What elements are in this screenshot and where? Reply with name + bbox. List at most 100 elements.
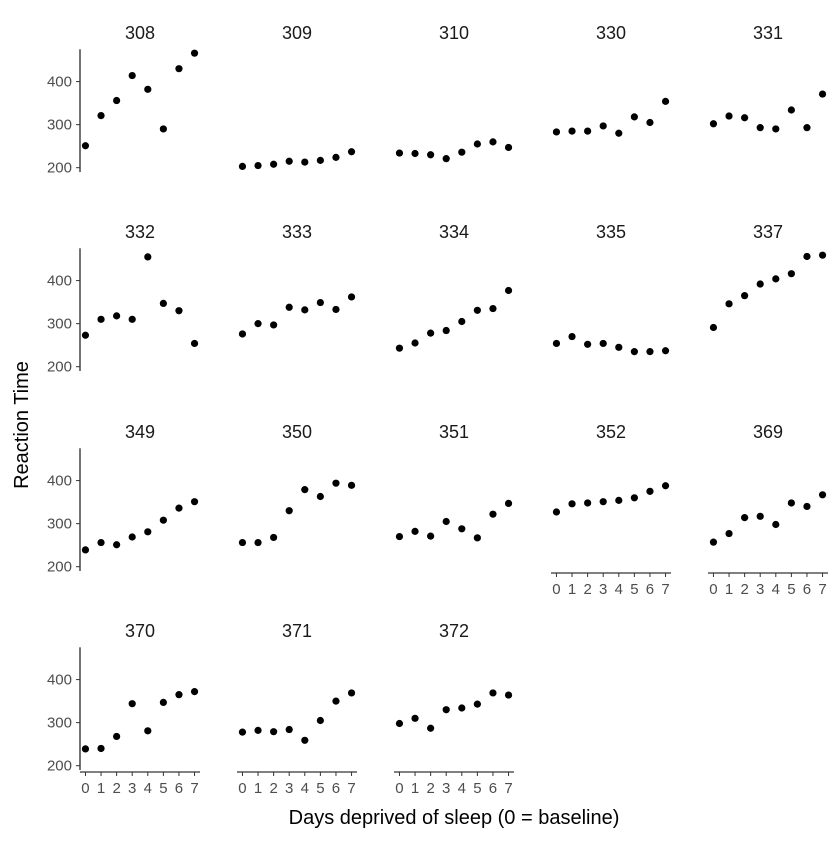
data-point	[709, 323, 718, 332]
data-point	[725, 300, 733, 308]
x-tick-label: 6	[175, 780, 183, 797]
data-point	[190, 339, 199, 348]
data-point	[159, 299, 167, 308]
data-point	[254, 320, 262, 328]
data-point	[81, 142, 90, 150]
data-point	[787, 499, 795, 507]
data-point	[568, 127, 576, 135]
x-tick-label: 0	[552, 581, 560, 598]
data-point	[584, 340, 592, 348]
x-tick-label: 6	[332, 780, 340, 797]
x-tick-label: 4	[458, 780, 466, 797]
data-point	[347, 293, 356, 301]
data-point	[254, 538, 262, 547]
x-tick-label: 7	[504, 780, 512, 797]
data-point	[332, 479, 340, 487]
data-point	[81, 546, 90, 554]
x-tick-label: 2	[583, 581, 591, 598]
data-point	[238, 728, 247, 736]
data-point	[504, 143, 513, 152]
data-point	[458, 704, 466, 712]
x-tick-label: 2	[112, 780, 120, 797]
data-point	[584, 127, 592, 135]
data-point	[646, 118, 654, 127]
y-axis-title: Reaction Time	[11, 361, 33, 489]
data-point	[285, 303, 293, 311]
x-tick-label: 1	[254, 780, 262, 797]
data-point	[301, 736, 309, 744]
x-tick-label: 6	[489, 780, 497, 797]
data-point	[238, 162, 247, 171]
data-point	[332, 697, 340, 705]
x-tick-label: 4	[772, 581, 780, 598]
x-tick-label: 0	[395, 780, 403, 797]
x-tick-label: 0	[238, 780, 246, 797]
data-point	[190, 688, 199, 696]
data-point	[741, 292, 749, 300]
data-point	[818, 251, 827, 259]
data-point	[458, 148, 466, 156]
data-point	[81, 745, 90, 753]
data-point	[599, 498, 607, 506]
data-point	[301, 306, 309, 314]
facet-label: 352	[596, 422, 626, 442]
data-point	[504, 499, 513, 508]
data-point	[803, 252, 811, 261]
data-point	[489, 304, 497, 313]
facet-label: 351	[439, 422, 469, 442]
x-tick-label: 3	[442, 780, 450, 797]
data-point	[411, 149, 419, 158]
x-tick-label: 2	[740, 581, 748, 598]
data-point	[175, 691, 183, 699]
x-tick-label: 1	[411, 780, 419, 797]
data-point	[175, 65, 183, 73]
data-point	[128, 315, 136, 323]
data-point	[301, 158, 309, 166]
y-tick-label: 300	[47, 316, 72, 333]
facet-label: 369	[753, 422, 783, 442]
x-tick-label: 3	[756, 581, 764, 598]
data-point	[427, 151, 435, 159]
data-point	[128, 700, 136, 708]
data-point	[81, 331, 90, 339]
y-tick-label: 400	[47, 74, 72, 91]
data-point	[238, 538, 247, 547]
data-point	[285, 507, 293, 515]
data-point	[661, 347, 670, 355]
data-point	[630, 113, 638, 121]
data-point	[772, 125, 780, 133]
data-point	[316, 298, 324, 307]
data-point	[175, 504, 183, 512]
data-point	[787, 270, 795, 278]
data-point	[159, 698, 167, 707]
x-tick-label: 7	[190, 780, 198, 797]
y-tick-label: 200	[47, 559, 72, 576]
facet-label: 334	[439, 222, 469, 242]
x-tick-label: 0	[81, 780, 89, 797]
data-point	[159, 125, 167, 133]
data-point	[113, 312, 121, 320]
data-point	[175, 307, 183, 315]
x-tick-label: 6	[803, 581, 811, 598]
data-point	[427, 532, 435, 540]
data-point	[568, 332, 576, 341]
data-point	[504, 691, 513, 699]
data-point	[756, 512, 764, 520]
data-point	[442, 706, 450, 714]
facet-label: 337	[753, 222, 783, 242]
data-point	[113, 541, 121, 549]
data-point	[285, 157, 293, 165]
x-tick-label: 3	[285, 780, 293, 797]
data-point	[473, 306, 481, 314]
data-point	[630, 494, 638, 502]
data-point	[97, 744, 105, 753]
data-point	[347, 481, 356, 489]
data-point	[411, 714, 419, 722]
x-tick-label: 4	[301, 780, 309, 797]
facet-label: 331	[753, 23, 783, 43]
x-tick-label: 6	[646, 581, 654, 598]
data-point	[709, 120, 718, 128]
x-tick-label: 5	[159, 780, 167, 797]
data-point	[316, 716, 324, 725]
